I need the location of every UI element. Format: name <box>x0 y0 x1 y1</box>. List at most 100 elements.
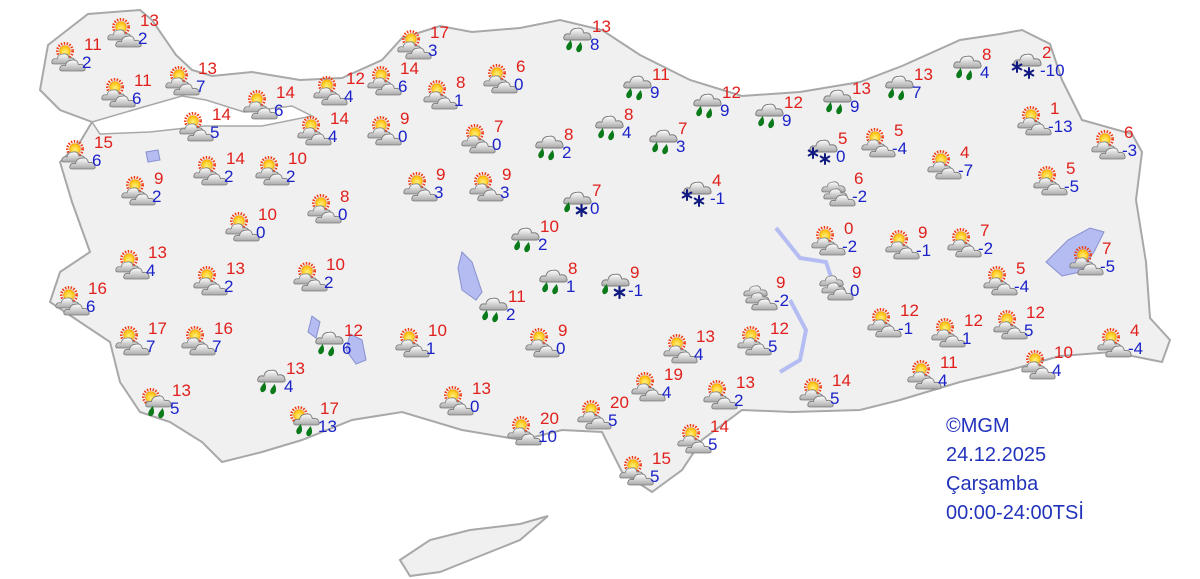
high-temp: 13 <box>286 359 305 378</box>
high-temp: 14 <box>212 105 231 124</box>
low-temp: -1 <box>710 189 726 208</box>
high-temp: 9 <box>400 109 410 128</box>
high-temp: 9 <box>852 263 862 282</box>
low-temp: 3 <box>428 41 438 60</box>
weather-station: 5 -5 <box>1033 160 1104 200</box>
credit-period: 00:00-24:00TSİ <box>946 502 1084 524</box>
weather-station: 13 7 <box>882 66 952 106</box>
low-temp: -2 <box>852 187 868 206</box>
weather-station: 14 4 <box>297 110 368 150</box>
high-temp: 10 <box>428 321 447 340</box>
weather-station: 10 2 <box>293 256 364 296</box>
high-temp: 6 <box>516 57 526 76</box>
low-temp: 2 <box>82 53 92 72</box>
weather-station: 13 0 <box>439 380 510 420</box>
high-temp: 13 <box>198 59 217 78</box>
weather-station: 11 2 <box>51 36 122 76</box>
weather-station: 13 4 <box>254 360 324 400</box>
weather-station: 17 7 <box>115 320 186 360</box>
low-temp: 5 <box>830 389 840 408</box>
high-temp: 5 <box>838 129 848 148</box>
high-temp: 6 <box>1124 123 1134 142</box>
weather-station: 11 2 <box>476 288 546 328</box>
weather-station: 5 -4 <box>861 122 932 162</box>
keban-dam-lake <box>774 226 834 374</box>
weather-station: 13 2 <box>703 374 774 414</box>
low-temp: 8 <box>590 35 600 54</box>
low-temp: 3 <box>434 183 444 202</box>
high-temp: 9 <box>918 223 928 242</box>
weather-station: 12 6 <box>312 322 382 362</box>
high-temp: 7 <box>678 119 688 138</box>
high-temp: 12 <box>346 69 365 88</box>
low-temp: -1 <box>898 319 914 338</box>
weather-station: 13 7 <box>165 60 236 100</box>
weather-station: 12 5 <box>993 304 1064 344</box>
low-temp: 5 <box>210 123 220 142</box>
low-temp: 1 <box>566 277 576 296</box>
high-temp: 12 <box>900 301 919 320</box>
weather-station: 11 9 <box>620 66 690 106</box>
weather-station: 2 -10 <box>1010 44 1080 84</box>
weather-station: 12 1 <box>931 312 1002 352</box>
weather-station: 4 -4 <box>1097 322 1168 362</box>
weather-station: 14 6 <box>243 84 314 124</box>
low-temp: 2 <box>152 187 162 206</box>
weather-station: 10 1 <box>395 322 466 362</box>
low-temp: -7 <box>958 161 974 180</box>
weather-station: 12 9 <box>752 94 822 134</box>
high-temp: 12 <box>1026 303 1045 322</box>
high-temp: 13 <box>148 243 167 262</box>
low-temp: 2 <box>324 273 334 292</box>
low-temp: 4 <box>284 377 294 396</box>
weather-station: 17 3 <box>397 24 468 64</box>
low-temp: 4 <box>622 123 632 142</box>
low-temp: 5 <box>768 337 778 356</box>
weather-station: 1 -13 <box>1017 100 1088 140</box>
cyprus <box>398 515 549 578</box>
high-temp: 10 <box>258 205 277 224</box>
low-temp: 6 <box>86 297 96 316</box>
high-temp: 13 <box>472 379 491 398</box>
weather-station: 20 10 <box>507 410 578 450</box>
low-temp: 1 <box>454 91 464 110</box>
high-temp: 16 <box>214 319 233 338</box>
weather-station: 13 2 <box>107 12 178 52</box>
high-temp: 6 <box>854 169 864 188</box>
low-temp: 7 <box>912 83 922 102</box>
low-temp: 4 <box>344 87 354 106</box>
high-temp: 12 <box>770 319 789 338</box>
weather-station: 12 4 <box>313 70 384 110</box>
low-temp: 0 <box>850 281 860 300</box>
high-temp: 8 <box>340 187 350 206</box>
low-temp: 0 <box>470 397 480 416</box>
high-temp: 8 <box>568 259 578 278</box>
low-temp: 9 <box>782 111 792 130</box>
weather-station: 14 6 <box>367 60 438 100</box>
low-temp: -1 <box>916 241 932 260</box>
weather-station: 10 2 <box>508 218 578 258</box>
low-temp: -3 <box>1122 141 1138 160</box>
high-temp: 13 <box>736 373 755 392</box>
weather-station: 16 6 <box>55 280 126 320</box>
weather-station: 14 5 <box>677 418 748 458</box>
low-temp: 4 <box>694 345 704 364</box>
marmara-sea <box>90 95 315 135</box>
weather-station: 9 -1 <box>885 224 956 264</box>
low-temp: 0 <box>492 135 502 154</box>
high-temp: 14 <box>276 83 295 102</box>
low-temp: 0 <box>590 199 600 218</box>
lake-sapanca <box>145 149 161 163</box>
high-temp: 5 <box>1016 259 1026 278</box>
high-temp: 7 <box>592 181 602 200</box>
high-temp: 13 <box>592 17 611 36</box>
low-temp: -4 <box>892 139 908 158</box>
weather-station: 7 -5 <box>1069 240 1140 280</box>
